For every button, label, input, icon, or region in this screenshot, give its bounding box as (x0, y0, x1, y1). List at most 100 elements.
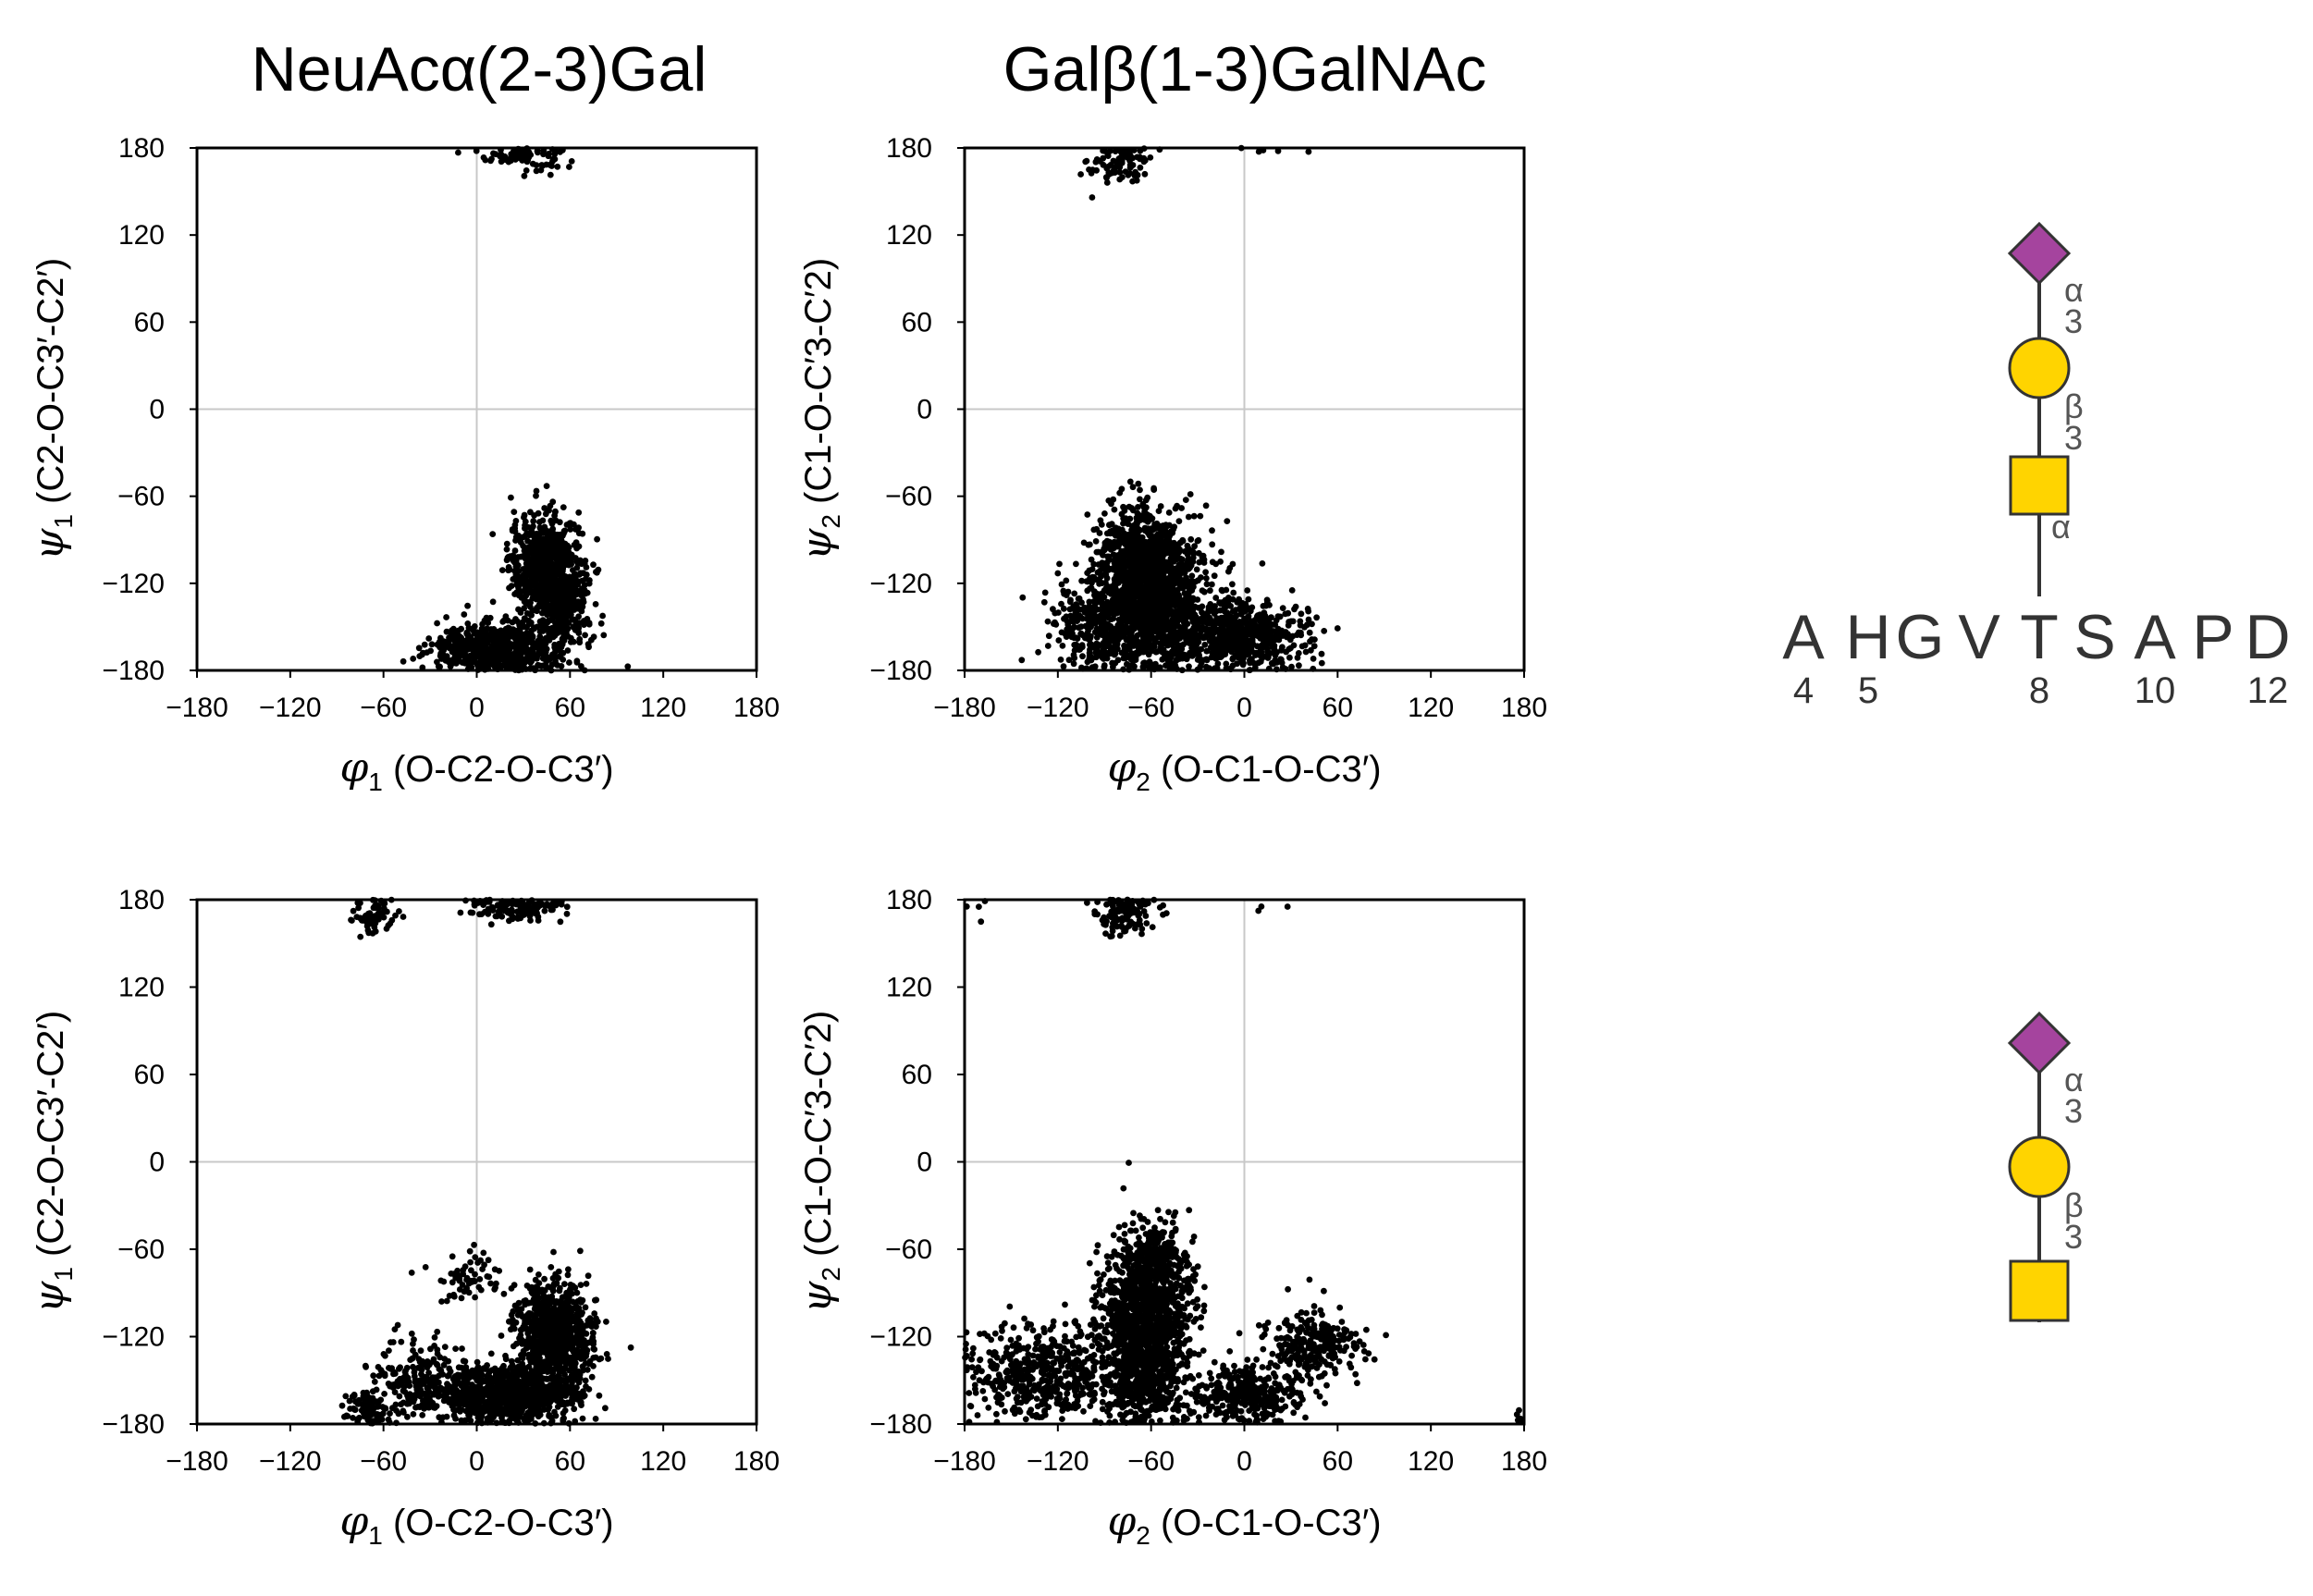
data-point (1263, 603, 1270, 609)
data-point (583, 558, 589, 564)
data-point (1112, 660, 1118, 667)
data-point (487, 615, 494, 621)
data-point (447, 657, 453, 664)
data-point (591, 633, 597, 640)
data-point (1066, 624, 1073, 631)
data-point (1061, 606, 1067, 612)
data-point (1272, 633, 1278, 640)
data-point (550, 613, 557, 620)
data-point (547, 503, 554, 509)
data-point (546, 635, 552, 642)
data-point (1126, 662, 1132, 669)
data-point (474, 643, 481, 649)
data-point (510, 576, 516, 583)
data-point (518, 581, 524, 587)
data-point (537, 561, 544, 568)
data-point (1176, 650, 1183, 657)
data-point (1102, 607, 1109, 613)
data-point (1220, 615, 1226, 621)
data-point (549, 652, 556, 658)
data-point (563, 546, 570, 553)
data-point (455, 636, 461, 643)
data-point (1059, 630, 1065, 636)
data-point (1142, 171, 1149, 178)
data-point (443, 614, 449, 620)
data-point (1079, 653, 1086, 659)
data-point (1135, 530, 1141, 536)
data-point (1094, 626, 1101, 632)
data-point (484, 639, 490, 645)
data-point (1163, 546, 1170, 552)
data-point (1231, 617, 1237, 623)
data-point (598, 620, 605, 627)
data-point (525, 565, 532, 571)
data-point (1144, 590, 1150, 596)
data-point (1103, 563, 1110, 570)
data-point (1127, 479, 1134, 485)
data-point (1189, 646, 1196, 653)
data-point (1335, 625, 1341, 632)
x-tick-label: 180 (733, 693, 780, 723)
data-point (437, 635, 444, 642)
data-point (461, 611, 467, 618)
data-point (1073, 609, 1079, 616)
data-point (1161, 638, 1167, 645)
y-tick-label: 180 (118, 133, 165, 164)
data-point (1095, 570, 1101, 576)
data-point (465, 661, 472, 668)
data-point (1173, 657, 1179, 664)
data-point (1071, 655, 1077, 661)
data-point (1086, 604, 1092, 610)
data-point (1271, 660, 1277, 667)
data-point (544, 599, 550, 606)
data-point (1166, 652, 1173, 658)
data-point (1045, 643, 1052, 649)
data-point (1299, 644, 1306, 650)
data-point (1118, 620, 1125, 626)
data-point (1212, 649, 1218, 656)
data-point (535, 531, 541, 537)
data-point (1171, 540, 1177, 546)
x-tick-label: −60 (1127, 693, 1175, 723)
data-point (1112, 507, 1118, 513)
data-point (510, 915, 516, 922)
data-point (547, 172, 554, 178)
data-point (535, 510, 542, 517)
data-point (511, 654, 518, 660)
data-point (1219, 587, 1225, 594)
data-point (509, 583, 515, 589)
data-point (599, 613, 606, 620)
data-point (542, 908, 548, 915)
data-point (1103, 585, 1110, 592)
y-axis-label: ψ1 (C2-O-C3′-C2′) (26, 258, 78, 560)
y-tick-label: −180 (102, 656, 165, 686)
data-point (1214, 627, 1221, 633)
data-point (1116, 159, 1123, 166)
data-point (557, 653, 563, 659)
data-point (1063, 578, 1069, 584)
data-point (1127, 162, 1134, 168)
data-point (498, 903, 504, 910)
data-point (1259, 622, 1265, 629)
data-point (1084, 570, 1090, 576)
data-point (541, 535, 547, 542)
data-point (1258, 643, 1264, 649)
data-point (1307, 630, 1313, 636)
data-point (1239, 606, 1246, 612)
data-point (1085, 659, 1091, 666)
data-point (558, 541, 564, 547)
data-point (503, 1356, 510, 1362)
data-point (512, 537, 519, 544)
data-point (513, 647, 520, 654)
data-point (449, 632, 455, 638)
data-point (1188, 572, 1195, 579)
data-point (517, 155, 523, 162)
data-point (1229, 581, 1236, 587)
data-point (1248, 632, 1254, 638)
data-point (1099, 580, 1105, 586)
data-point (1130, 566, 1137, 572)
data-point (568, 639, 574, 645)
data-point (474, 633, 481, 640)
data-point (1109, 591, 1115, 597)
